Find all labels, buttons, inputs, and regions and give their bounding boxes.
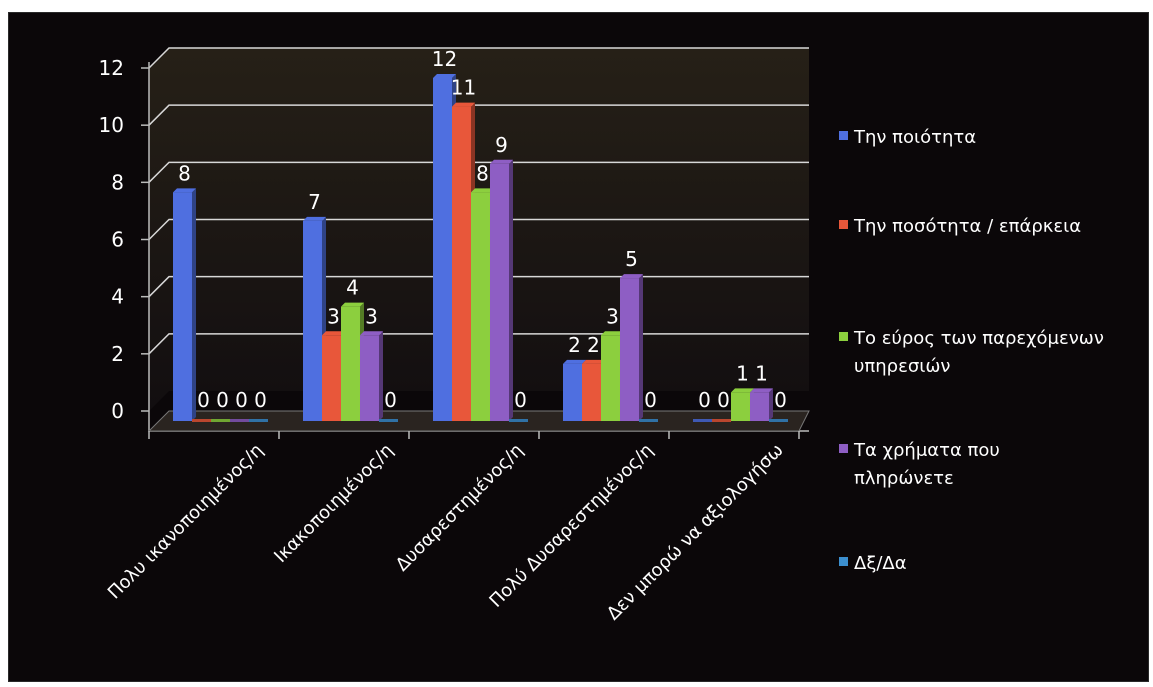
- legend-label: Την ποιότητα: [854, 127, 977, 148]
- data-label: 2: [587, 333, 600, 357]
- bar: [750, 388, 773, 421]
- bar: [303, 216, 326, 421]
- data-label: 0: [644, 388, 657, 412]
- y-tick-label: 0: [111, 399, 124, 423]
- gridline: [148, 161, 809, 183]
- data-label: 7: [308, 190, 321, 214]
- legend-item-money: Τα χρήματα που πληρώνετε: [839, 437, 1054, 493]
- data-label: 8: [178, 161, 191, 185]
- bar: [639, 419, 658, 422]
- data-label: 9: [495, 133, 508, 157]
- legend-label: Την ποσότητα / επάρκεια: [854, 216, 1082, 237]
- bar: [769, 419, 788, 422]
- y-tick-label: 12: [99, 56, 124, 80]
- data-label: 0: [235, 388, 248, 412]
- data-label: 3: [365, 304, 378, 328]
- bar: [712, 419, 731, 422]
- legend-label: Δξ/Δα: [854, 553, 907, 574]
- data-label: 8: [476, 161, 489, 185]
- y-tick-label: 4: [111, 285, 124, 309]
- bar: [490, 159, 513, 421]
- y-tick-label: 6: [111, 228, 124, 252]
- y-axis-ticks: 0 2 4 6 8 10 12: [99, 56, 149, 423]
- bar: [192, 419, 211, 422]
- bar: [230, 419, 249, 422]
- data-label: 0: [717, 388, 730, 412]
- data-label: 0: [384, 388, 397, 412]
- data-label: 5: [625, 247, 638, 271]
- y-tick-label: 8: [111, 170, 124, 194]
- legend-item-dk-na: Δξ/Δα: [839, 550, 1153, 578]
- legend-swatch: [839, 131, 848, 140]
- x-category-label: Δυσαρεστημένος/η: [392, 440, 528, 576]
- legend-swatch: [839, 220, 848, 229]
- gridline: [148, 47, 809, 69]
- data-label: 0: [698, 388, 711, 412]
- gridline: [148, 104, 809, 126]
- gridline: [148, 333, 809, 355]
- y-tick-label: 2: [111, 342, 124, 366]
- x-axis-categories: Πολυ ικανοποιημένος/η Ικακοποιημένος/ηΔυσ…: [104, 440, 788, 625]
- data-label: 0: [514, 388, 527, 412]
- bar: [379, 419, 398, 422]
- data-label: 0: [197, 388, 210, 412]
- bar: [173, 188, 196, 421]
- bar: [509, 419, 528, 422]
- bar: [360, 331, 383, 421]
- data-label: 1: [755, 361, 768, 385]
- data-label: 2: [568, 333, 581, 357]
- legend-swatch: [839, 332, 848, 341]
- legend-item-range: Το εύρος των παρεχόμενων υπηρεσιών: [839, 325, 1144, 381]
- data-label: 1: [736, 361, 749, 385]
- data-label: 12: [432, 47, 457, 71]
- gridlines: [148, 47, 809, 355]
- chart-frame: 8 0 0 0 0 7 3 4 3 0 12 11 8 9 0 2 2 3 5 0 0 0 1 1 0 0 2 4 6 8 10 12 Πο…: [8, 12, 1149, 682]
- x-category-label: Ικακοποιημένος/η: [270, 440, 397, 567]
- bar: [249, 419, 268, 422]
- gridline: [148, 275, 809, 298]
- data-label: 0: [216, 388, 229, 412]
- data-label: 3: [327, 304, 340, 328]
- legend-swatch: [839, 557, 848, 566]
- data-label: 4: [346, 276, 359, 300]
- data-label: 11: [451, 76, 476, 100]
- data-label: 0: [774, 388, 787, 412]
- legend-item-quality: Την ποιότητα: [839, 124, 1153, 152]
- bar: [211, 419, 230, 422]
- bars: [173, 74, 788, 422]
- legend-item-quantity: Την ποσότητα / επάρκεια: [839, 213, 1153, 241]
- legend-swatch: [839, 444, 848, 453]
- legend-label: Τα χρήματα που πληρώνετε: [854, 440, 1000, 489]
- x-category-label: Πολυ ικανοποιημένος/η: [104, 440, 268, 604]
- data-label: 3: [606, 304, 619, 328]
- y-tick-label: 10: [99, 113, 124, 137]
- gridline: [148, 218, 809, 241]
- bar: [620, 274, 643, 421]
- legend-label: Το εύρος των παρεχόμενων υπηρεσιών: [854, 328, 1104, 377]
- data-label: 0: [254, 388, 267, 412]
- bar: [693, 419, 712, 422]
